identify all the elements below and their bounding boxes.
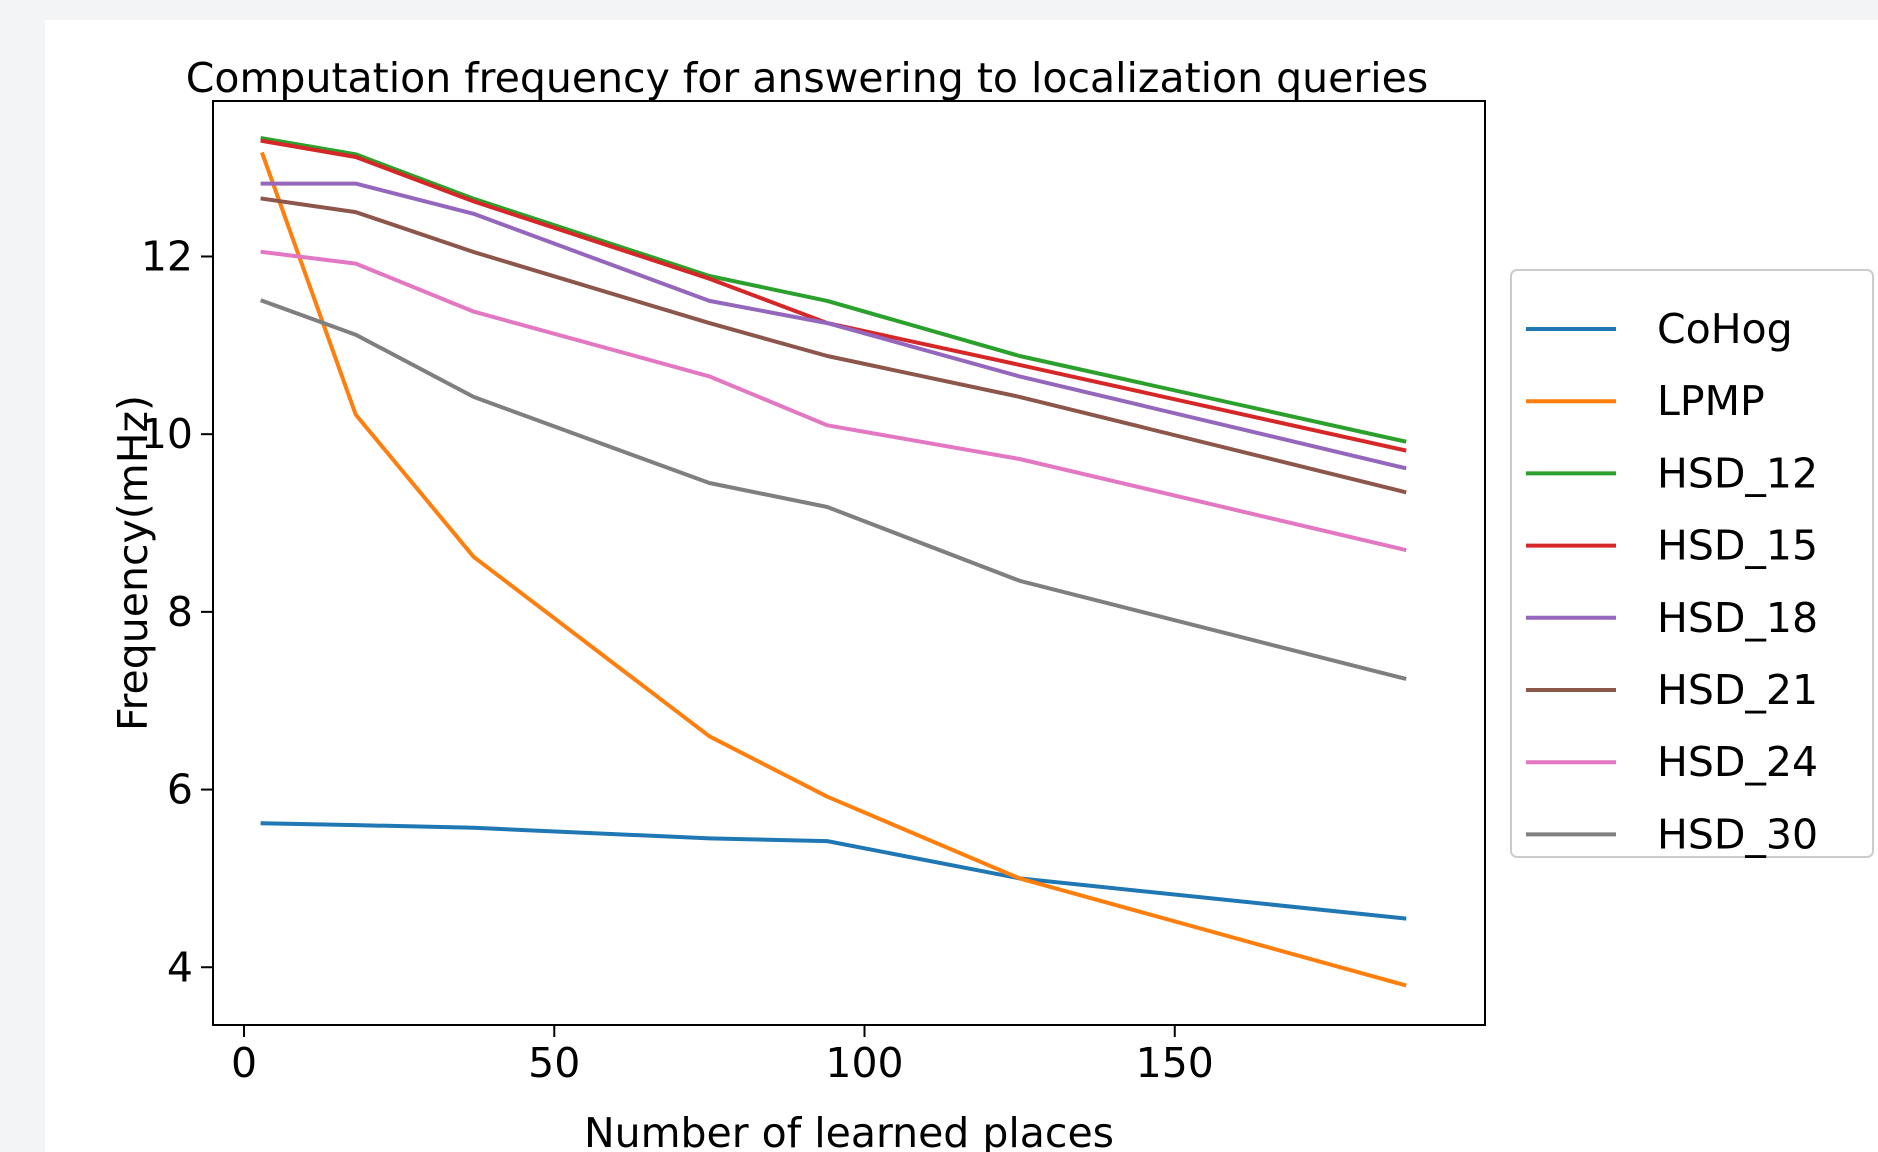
x-axis: 0 50 100 150 — [231, 1025, 1214, 1087]
legend: CoHog LPMP HSD_12 HSD_15 HSD_18 HSD_21 HSD_24 H… — [1510, 269, 1874, 858]
legend-frame — [1510, 269, 1874, 858]
series-line-cohog — [260, 821, 1407, 921]
series-line-hsd-21 — [260, 196, 1407, 495]
y-axis-label: Frequency(mHz) — [109, 395, 157, 731]
legend-label-hsd-30: HSD_30 — [1657, 810, 1818, 858]
y-tick-label: 10 — [141, 410, 193, 458]
y-tick-label: 8 — [167, 588, 193, 636]
x-tick-label: 150 — [1136, 1039, 1214, 1087]
y-axis: 4 6 8 10 12 — [141, 232, 213, 991]
legend-label-hsd-18: HSD_18 — [1657, 594, 1818, 642]
y-tick-label: 6 — [167, 766, 193, 814]
x-tick-label: 0 — [231, 1039, 257, 1087]
series-line-hsd-24 — [260, 249, 1407, 553]
series-line-hsd-15 — [260, 138, 1407, 453]
series-line-hsd-30 — [260, 298, 1407, 681]
legend-label-hsd-24: HSD_24 — [1657, 738, 1818, 786]
x-tick-label: 50 — [528, 1039, 580, 1087]
x-axis-label: Number of learned places — [584, 1109, 1114, 1152]
series-line-lpmp — [260, 151, 1407, 988]
x-tick-label: 100 — [825, 1039, 903, 1087]
plot-area — [260, 135, 1407, 988]
series-line-hsd-18 — [260, 181, 1407, 471]
chart-title: Computation frequency for answering to l… — [186, 54, 1428, 102]
y-tick-label: 12 — [141, 232, 193, 280]
y-tick-label: 4 — [167, 943, 193, 991]
legend-label-hsd-12: HSD_12 — [1657, 449, 1818, 497]
legend-label-lpmp: LPMP — [1657, 377, 1765, 425]
legend-label-cohog: CoHog — [1657, 305, 1793, 353]
plot-frame — [212, 100, 1486, 1026]
legend-label-hsd-15: HSD_15 — [1657, 522, 1818, 570]
series-line-hsd-12 — [260, 135, 1407, 444]
line-chart: Computation frequency for answering to l… — [109, 54, 1874, 1152]
chart-figure: Computation frequency for answering to l… — [45, 20, 1878, 1152]
legend-label-hsd-21: HSD_21 — [1657, 666, 1818, 714]
